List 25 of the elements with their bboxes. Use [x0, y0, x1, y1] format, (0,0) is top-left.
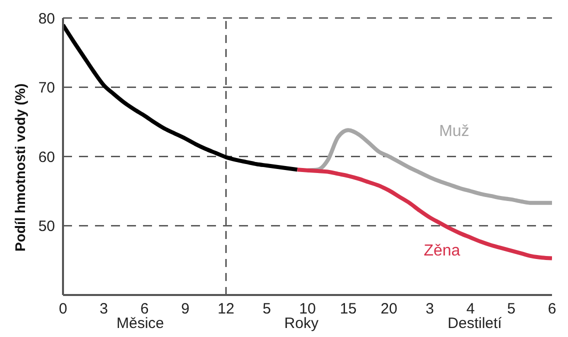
x-tick-label: 9 [181, 300, 190, 318]
x-tick-label: 15 [340, 300, 357, 318]
x-tick-label: 3 [426, 300, 434, 318]
series-label: Zěna [424, 242, 460, 260]
text: Měsice [116, 315, 164, 332]
x-tick-label: 6 [548, 300, 556, 318]
y-tick-label: 80 [38, 10, 55, 28]
x-tick-label: 0 [58, 300, 68, 318]
line-series [63, 22, 300, 172]
x-tick-label: 12 [218, 300, 234, 318]
x-tick-label: 3 [100, 300, 108, 318]
y-tick-label: 70 [38, 80, 55, 97]
x-tick-label: 4 [466, 300, 475, 318]
text: Destiletí [448, 315, 502, 332]
x-tick-label: 10 [299, 300, 316, 318]
y-axis-title: Podíl hmotnosti vody (%) [12, 84, 28, 252]
x-tick-label: 5 [262, 300, 271, 318]
y-tick-label: 50 [38, 218, 55, 236]
text: Roky [284, 315, 318, 332]
text: Muž [439, 122, 470, 140]
line-series [295, 168, 552, 260]
x-tick-label: 20 [380, 300, 398, 318]
x-tick-label: 6 [140, 300, 149, 318]
x-tick-label: 5 [507, 300, 516, 318]
y-tick-label: 60 [38, 148, 55, 166]
